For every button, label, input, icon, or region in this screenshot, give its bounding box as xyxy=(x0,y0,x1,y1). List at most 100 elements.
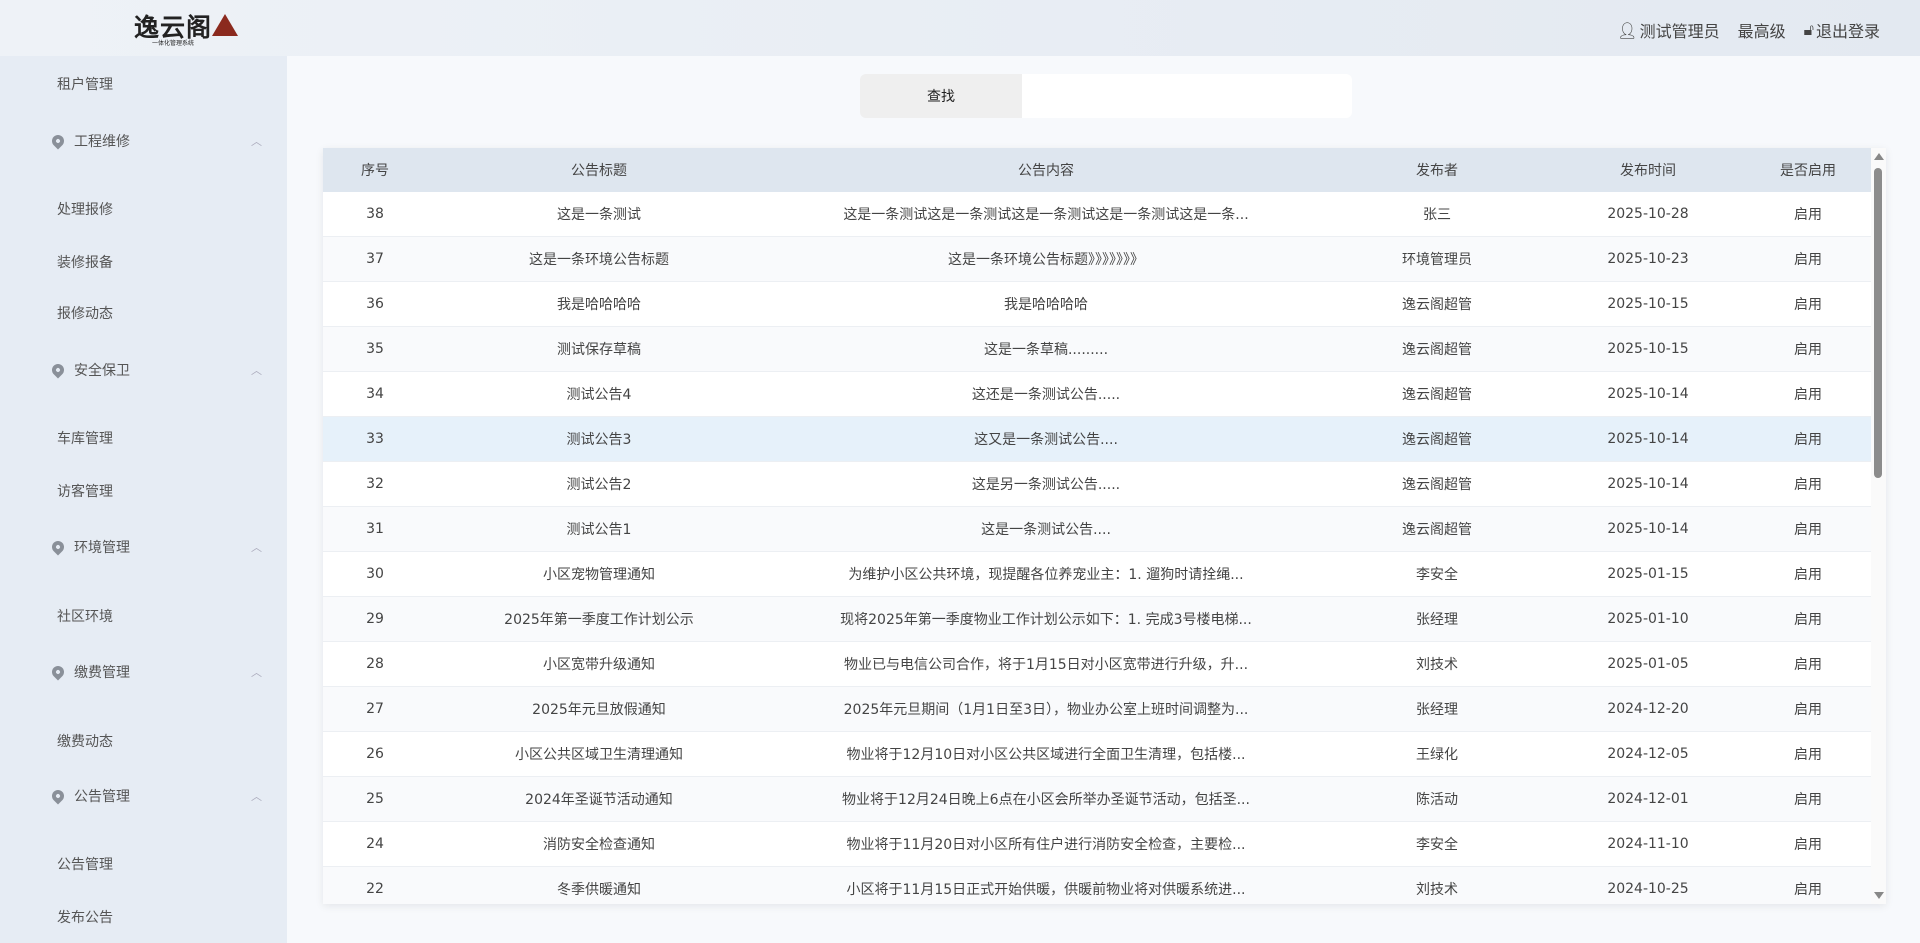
table-cell: 物业将于11月20日对小区所有住户进行消防安全检查，主要检... xyxy=(846,837,1246,853)
search-button[interactable]: 查找 xyxy=(860,74,1022,118)
table-row[interactable]: 30 小区宠物管理通知 为维护小区公共环境，现提醒各位养宠业主：1. 遛狗时请拴绳.… xyxy=(323,552,1871,597)
table-cell: 2025-01-10 xyxy=(1607,611,1689,627)
sidebar-item[interactable]: 报修动态 xyxy=(57,306,113,322)
sidebar-item[interactable]: 缴费动态 xyxy=(57,734,113,750)
table-cell: 李安全 xyxy=(1416,567,1458,583)
table-cell: 2025-10-14 xyxy=(1607,386,1689,402)
table-cell: 启用 xyxy=(1794,702,1822,718)
table-cell: 启用 xyxy=(1794,747,1822,763)
table-row[interactable]: 26 小区公共区域卫生清理通知 物业将于12月10日对小区公共区域进行全面卫生清理，… xyxy=(323,732,1871,777)
table-cell: 启用 xyxy=(1794,477,1822,493)
table-cell: 26 xyxy=(366,746,384,762)
sidebar-item[interactable]: 处理报修 xyxy=(57,202,113,218)
table-row[interactable]: 22 冬季供暖通知 小区将于11月15日正式开始供暖，供暖前物业将对供暖系统进...… xyxy=(323,867,1871,904)
logout-button[interactable]: 🔓︎ 退出登录 xyxy=(1803,20,1880,41)
location-icon xyxy=(49,361,67,379)
sidebar-group-engineering[interactable]: 工程维修 ︿ xyxy=(49,131,262,151)
table-cell: 物业将于12月10日对小区公共区域进行全面卫生清理，包括楼... xyxy=(846,747,1246,763)
table-cell: 启用 xyxy=(1794,792,1822,808)
sidebar-item[interactable]: 车库管理 xyxy=(57,431,113,447)
table-header: 序号 公告标题 公告内容 发布者 发布时间 是否启用 xyxy=(323,148,1871,192)
table-cell: 张经理 xyxy=(1416,612,1458,628)
chevron-up-icon: ︿ xyxy=(251,541,262,554)
sidebar-item[interactable]: 社区环境 xyxy=(57,609,113,625)
table-cell: 启用 xyxy=(1794,207,1822,223)
table-cell: 2024-12-20 xyxy=(1607,701,1689,717)
table-cell: 这还是一条测试公告..... xyxy=(971,387,1121,403)
scroll-up-icon[interactable] xyxy=(1874,153,1884,160)
unlock-icon: 🔓︎ xyxy=(1803,20,1814,39)
table-cell: 测试保存草稿 xyxy=(557,342,641,358)
table-row[interactable]: 37 这是一条环境公告标题 这是一条环境公告标题》》》》》》》 环境管理员 2025-1… xyxy=(323,237,1871,282)
table-cell: 启用 xyxy=(1794,297,1822,313)
table-cell: 2025-01-15 xyxy=(1607,566,1689,582)
table-row[interactable]: 31 测试公告1 这是一条测试公告.... 逸云阁超管 2025-10-14 启用 xyxy=(323,507,1871,552)
sidebar-item[interactable]: 公告管理 xyxy=(57,857,113,873)
chevron-up-icon: ︿ xyxy=(251,135,262,148)
sidebar-group-notice[interactable]: 公告管理 ︿ xyxy=(49,786,262,806)
sidebar-item[interactable]: 访客管理 xyxy=(57,484,113,500)
table-row[interactable]: 28 小区宽带升级通知 物业已与电信公司合作，将于1月15日对小区宽带进行升级，升.… xyxy=(323,642,1871,687)
table-cell: 为维护小区公共环境，现提醒各位养宠业主：1. 遛狗时请拴绳... xyxy=(848,567,1244,583)
sidebar-item[interactable]: 装修报备 xyxy=(57,255,113,271)
table-cell: 29 xyxy=(366,611,384,627)
table-row[interactable]: 32 测试公告2 这是另一条测试公告..... 逸云阁超管 2025-10-14 启用 xyxy=(323,462,1871,507)
table-cell: 这是一条测试公告.... xyxy=(981,522,1111,538)
logo: 逸云阁 一体化管理系统 xyxy=(134,8,242,48)
table-row[interactable]: 35 测试保存草稿 这是一条草稿......... 逸云阁超管 2025-10-15 启用 xyxy=(323,327,1871,372)
table-cell: 这是另一条测试公告..... xyxy=(971,477,1121,493)
scroll-down-icon[interactable] xyxy=(1874,892,1884,899)
sidebar-group-security[interactable]: 安全保卫 ︿ xyxy=(49,360,262,380)
location-icon xyxy=(49,787,67,805)
table-cell: 这是一条草稿......... xyxy=(983,342,1109,358)
table-cell: 2024-12-05 xyxy=(1607,746,1689,762)
sidebar-group-environment[interactable]: 环境管理 ︿ xyxy=(49,537,262,557)
table-cell: 测试公告1 xyxy=(566,522,632,538)
pagoda-icon xyxy=(212,14,238,36)
table-row[interactable]: 38 这是一条测试 这是一条测试这是一条测试这是一条测试这是一条测试这是一条... 张… xyxy=(323,192,1871,237)
table-cell: 启用 xyxy=(1794,567,1822,583)
chevron-up-icon: ︿ xyxy=(251,790,262,803)
table-row[interactable]: 24 消防安全检查通知 物业将于11月20日对小区所有住户进行消防安全检查，主要检.… xyxy=(323,822,1871,867)
table-cell: 2025-10-23 xyxy=(1607,251,1689,267)
search-input[interactable] xyxy=(1022,74,1352,118)
table-cell: 我是哈哈哈哈 xyxy=(1004,297,1088,313)
table-cell: 2025-10-15 xyxy=(1607,296,1689,312)
table-row[interactable]: 25 2024年圣诞节活动通知 物业将于12月24日晚上6点在小区会所举办圣诞节活动… xyxy=(323,777,1871,822)
table-cell: 小区宽带升级通知 xyxy=(543,657,655,673)
sidebar-group-payment[interactable]: 缴费管理 ︿ xyxy=(49,662,262,682)
table-cell: 38 xyxy=(366,206,384,222)
chevron-up-icon: ︿ xyxy=(251,666,262,679)
table-cell: 2025-01-05 xyxy=(1607,656,1689,672)
table-cell: 2025-10-28 xyxy=(1607,206,1689,222)
table-cell: 2024-10-25 xyxy=(1607,881,1689,897)
table-row[interactable]: 33 测试公告3 这又是一条测试公告.... 逸云阁超管 2025-10-14 启用 xyxy=(323,417,1871,462)
table-row[interactable]: 34 测试公告4 这还是一条测试公告..... 逸云阁超管 2025-10-14 启用 xyxy=(323,372,1871,417)
table-cell: 逸云阁超管 xyxy=(1402,297,1472,313)
table-cell: 启用 xyxy=(1794,882,1822,898)
user-menu[interactable]: 👤︎ 测试管理员 xyxy=(1617,20,1720,42)
scrollbar-thumb[interactable] xyxy=(1874,168,1882,478)
column-header: 发布时间 xyxy=(1620,163,1676,179)
table-cell: 启用 xyxy=(1794,432,1822,448)
table-cell: 启用 xyxy=(1794,657,1822,673)
column-header: 序号 xyxy=(361,163,389,179)
table-cell: 消防安全检查通知 xyxy=(543,837,655,853)
table-cell: 启用 xyxy=(1794,837,1822,853)
table-cell: 2025-10-14 xyxy=(1607,431,1689,447)
table-cell: 小区将于11月15日正式开始供暖，供暖前物业将对供暖系统进... xyxy=(846,882,1246,898)
table-cell: 2025-10-14 xyxy=(1607,521,1689,537)
table-cell: 34 xyxy=(366,386,384,402)
table-cell: 逸云阁超管 xyxy=(1402,432,1472,448)
table-row[interactable]: 27 2025年元旦放假通知 2025年元旦期间（1月1日至3日），物业办公室上班时… xyxy=(323,687,1871,732)
table-cell: 24 xyxy=(366,836,384,852)
table-cell: 35 xyxy=(366,341,384,357)
table-cell: 测试公告3 xyxy=(566,432,632,448)
scrollbar[interactable] xyxy=(1871,148,1886,904)
sidebar-item[interactable]: 发布公告 xyxy=(57,910,113,926)
sidebar-item-tenant[interactable]: 租户管理 xyxy=(57,77,113,93)
table-cell: 2024-11-10 xyxy=(1607,836,1689,852)
table-row[interactable]: 36 我是哈哈哈哈 我是哈哈哈哈 逸云阁超管 2025-10-15 启用 xyxy=(323,282,1871,327)
table-row[interactable]: 29 2025年第一季度工作计划公示 现将2025年第一季度物业工作计划公示如下：1… xyxy=(323,597,1871,642)
table-cell: 37 xyxy=(366,251,384,267)
